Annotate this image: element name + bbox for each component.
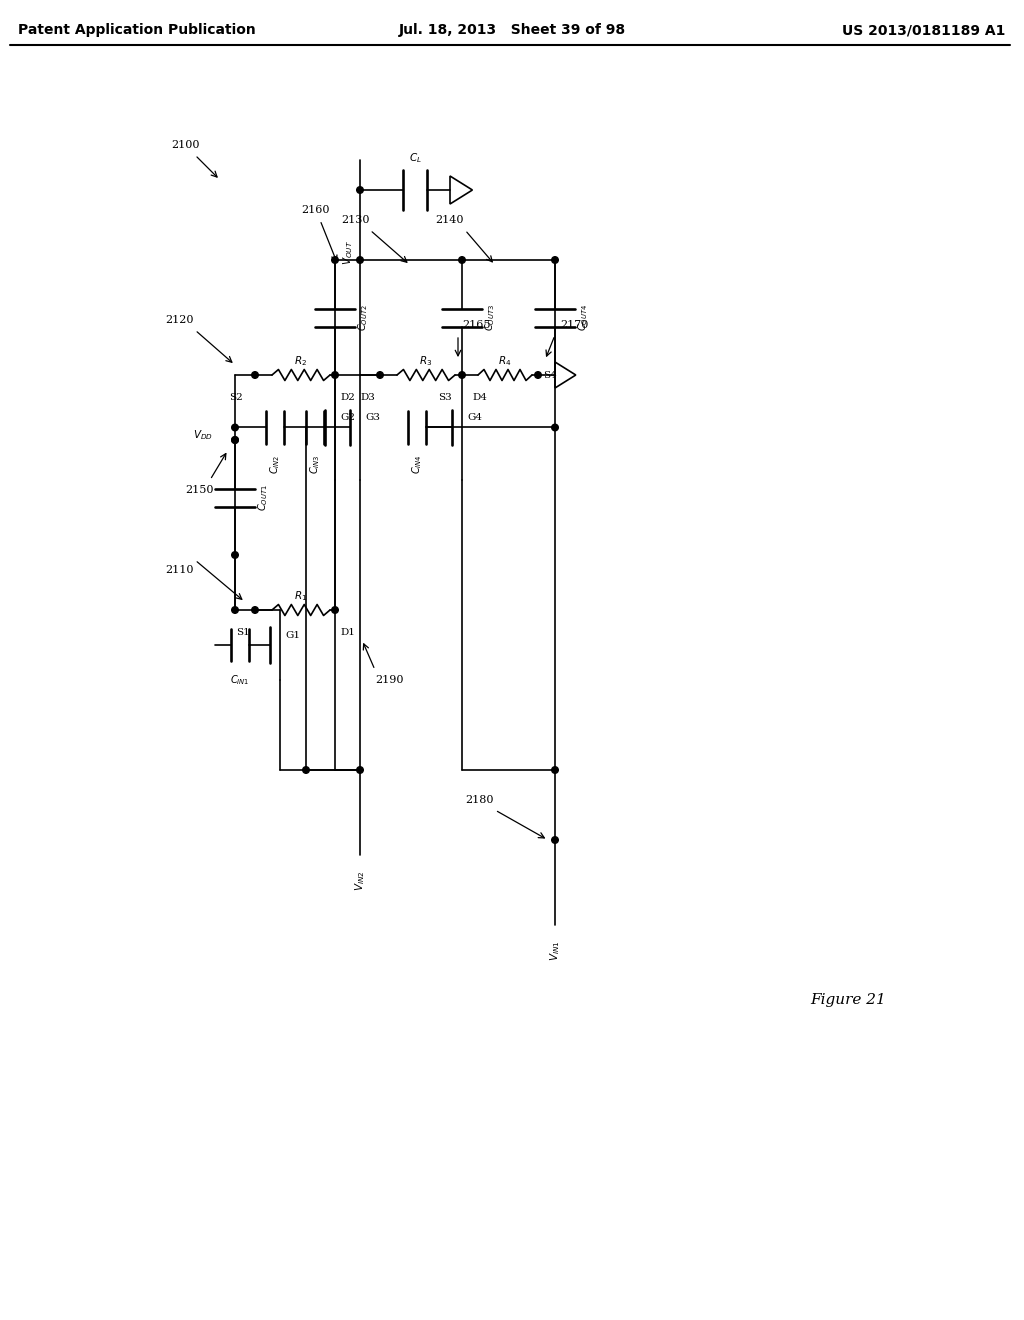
Text: Patent Application Publication: Patent Application Publication — [18, 22, 256, 37]
Text: 2180: 2180 — [466, 795, 495, 805]
Text: 2160: 2160 — [301, 205, 330, 215]
Circle shape — [552, 424, 558, 430]
Text: $R_4$: $R_4$ — [499, 354, 512, 368]
Text: $C_{IN1}$: $C_{IN1}$ — [230, 673, 250, 686]
Text: 2150: 2150 — [185, 484, 214, 495]
Circle shape — [231, 424, 239, 430]
Text: US 2013/0181189 A1: US 2013/0181189 A1 — [842, 22, 1005, 37]
Text: D2: D2 — [340, 393, 355, 403]
Text: G2: G2 — [340, 413, 355, 422]
Circle shape — [377, 372, 383, 379]
Text: $V_{IN1}$: $V_{IN1}$ — [548, 940, 562, 961]
Text: G1: G1 — [285, 631, 300, 640]
Text: $V_{IN2}$: $V_{IN2}$ — [353, 870, 367, 891]
Text: S3: S3 — [438, 393, 452, 403]
Circle shape — [356, 767, 364, 774]
Text: 2165: 2165 — [462, 319, 490, 330]
Text: 2120: 2120 — [166, 315, 195, 325]
Text: D4: D4 — [472, 393, 486, 403]
Text: $C_{OUT4}$: $C_{OUT4}$ — [577, 304, 590, 331]
Text: $C_{IN2}$: $C_{IN2}$ — [268, 454, 282, 474]
Text: $V_{OUT}$: $V_{OUT}$ — [341, 240, 355, 265]
Text: 2190: 2190 — [376, 675, 404, 685]
Text: G4: G4 — [467, 413, 482, 422]
Circle shape — [356, 256, 364, 263]
Text: Jul. 18, 2013   Sheet 39 of 98: Jul. 18, 2013 Sheet 39 of 98 — [398, 22, 626, 37]
Text: 2110: 2110 — [166, 565, 195, 576]
Text: $R_1$: $R_1$ — [295, 589, 307, 603]
Text: $C_{IN4}$: $C_{IN4}$ — [410, 454, 424, 474]
Text: S2: S2 — [229, 393, 243, 403]
Circle shape — [231, 552, 239, 558]
Text: $V_{DD}$: $V_{DD}$ — [194, 428, 213, 442]
Text: $C_{OUT2}$: $C_{OUT2}$ — [356, 304, 370, 331]
Text: D1: D1 — [340, 628, 355, 638]
Text: S4: S4 — [543, 371, 557, 380]
Circle shape — [332, 372, 338, 379]
Circle shape — [459, 256, 465, 263]
Circle shape — [231, 607, 239, 614]
Circle shape — [552, 767, 558, 774]
Text: D3: D3 — [360, 393, 375, 403]
Circle shape — [332, 256, 338, 263]
Text: Figure 21: Figure 21 — [810, 993, 886, 1007]
Circle shape — [552, 256, 558, 263]
Text: 2140: 2140 — [436, 215, 464, 224]
Text: $R_3$: $R_3$ — [420, 354, 432, 368]
Circle shape — [303, 767, 309, 774]
Text: 2100: 2100 — [171, 140, 200, 150]
Circle shape — [552, 837, 558, 843]
Text: 2170: 2170 — [560, 319, 589, 330]
Circle shape — [231, 437, 239, 444]
Text: $C_L$: $C_L$ — [409, 150, 422, 165]
Text: G3: G3 — [365, 413, 380, 422]
Text: $C_{OUT1}$: $C_{OUT1}$ — [256, 484, 270, 511]
Text: $C_{OUT3}$: $C_{OUT3}$ — [483, 304, 497, 331]
Circle shape — [535, 372, 542, 379]
Text: $C_{IN3}$: $C_{IN3}$ — [308, 454, 322, 474]
Circle shape — [252, 607, 258, 614]
Text: 2130: 2130 — [341, 215, 370, 224]
Text: $R_2$: $R_2$ — [295, 354, 307, 368]
Circle shape — [332, 607, 338, 614]
Circle shape — [252, 372, 258, 379]
Circle shape — [356, 186, 364, 193]
Text: S1: S1 — [237, 628, 250, 638]
Circle shape — [231, 437, 239, 444]
Circle shape — [459, 372, 465, 379]
